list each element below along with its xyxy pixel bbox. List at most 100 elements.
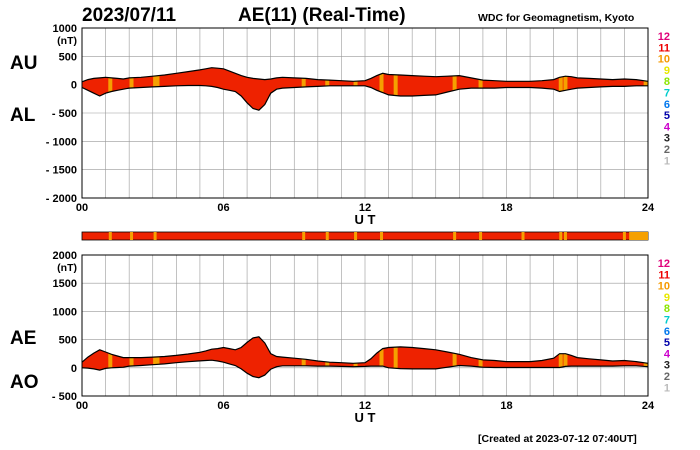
highlight-stripe xyxy=(108,336,113,378)
y-tick-label: 2000 xyxy=(53,250,77,262)
highlight-stripe xyxy=(379,336,384,378)
highlight-stripe xyxy=(155,336,160,378)
station-legend-entry: 10 xyxy=(658,54,670,66)
y-tick-label: - 500 xyxy=(52,108,77,120)
strip-highlight xyxy=(453,232,457,240)
strip-highlight xyxy=(479,232,483,240)
station-legend-entry: 9 xyxy=(664,292,670,304)
x-tick-label: 24 xyxy=(642,400,655,412)
y-tick-label: 1500 xyxy=(53,278,77,290)
series-label-al: AL xyxy=(10,105,36,126)
station-legend-entry: 3 xyxy=(664,360,670,372)
created-timestamp: [Created at 2023-07-12 07:40UT] xyxy=(478,433,637,445)
station-legend-entry: 4 xyxy=(664,121,671,133)
y-tick-label: 1000 xyxy=(53,23,77,35)
highlight-stripe xyxy=(558,336,563,378)
station-legend-entry: 7 xyxy=(664,88,670,100)
highlight-stripe xyxy=(393,336,398,378)
y-tick-label: 500 xyxy=(59,335,77,347)
highlight-stripe xyxy=(325,336,330,378)
strip-bar xyxy=(81,231,649,241)
station-legend-entry: 8 xyxy=(664,76,670,88)
panel-ae-ao xyxy=(81,254,649,397)
y-tick-label: 0 xyxy=(71,363,77,375)
highlight-stripe xyxy=(379,67,384,111)
station-legend-entry: 12 xyxy=(658,31,670,43)
station-legend-entry: 3 xyxy=(664,133,670,145)
y-tick-label: 1000 xyxy=(53,306,77,318)
x-tick-label: 06 xyxy=(217,400,229,412)
highlight-stripe xyxy=(108,67,113,111)
strip-highlight xyxy=(354,232,358,240)
strip-highlight xyxy=(130,232,134,240)
station-legend-entry: 2 xyxy=(664,144,670,156)
strip-highlight xyxy=(325,232,329,240)
line-ae xyxy=(81,336,649,364)
strip-highlight xyxy=(629,232,648,240)
line-ao xyxy=(81,359,649,379)
highlight-stripe xyxy=(478,336,483,378)
y-tick-label: - 1000 xyxy=(46,136,77,148)
highlight-stripe xyxy=(353,336,358,378)
strip-highlight xyxy=(521,232,525,240)
line-au xyxy=(81,67,649,83)
x-tick-label: 00 xyxy=(76,202,88,214)
highlight-stripe xyxy=(558,67,563,111)
y-tick-label: - 1500 xyxy=(46,165,77,177)
y-tick-label: - 2000 xyxy=(46,193,77,205)
line-al xyxy=(81,84,648,111)
x-tick-label: 18 xyxy=(500,400,512,412)
y-tick-label: 500 xyxy=(59,51,77,63)
highlight-stripe xyxy=(129,336,134,378)
station-legend-entry: 1 xyxy=(664,155,670,167)
station-legend-entry: 7 xyxy=(664,315,670,327)
highlight-stripe xyxy=(153,336,158,378)
series-label-ae: AE xyxy=(10,328,37,349)
station-legend-entry: 1 xyxy=(664,382,670,394)
x-tick-label: 00 xyxy=(76,400,88,412)
station-legend-entry: 11 xyxy=(658,42,670,54)
x-tick-label: 06 xyxy=(217,202,229,214)
x-tick-label: 12 xyxy=(359,400,371,412)
station-legend-entry: 12 xyxy=(658,258,670,270)
highlight-stripe xyxy=(301,336,306,378)
highlight-stripe xyxy=(563,336,568,378)
strip-highlight xyxy=(563,232,567,240)
station-strip xyxy=(81,231,649,241)
panel-au-al xyxy=(81,27,649,199)
station-legend-entry: 5 xyxy=(664,110,670,122)
strip-highlight xyxy=(302,232,306,240)
series-label-ao: AO xyxy=(10,372,39,393)
x-tick-label: 18 xyxy=(500,202,512,214)
station-legend-entry: 6 xyxy=(664,326,670,338)
chart-title: AE(11) (Real-Time) xyxy=(238,5,406,26)
x-axis-label: U T xyxy=(355,410,376,425)
station-legend-entry: 11 xyxy=(658,269,670,281)
strip-highlight xyxy=(108,232,112,240)
station-legend-entry: 6 xyxy=(664,99,670,111)
strip-highlight xyxy=(559,232,563,240)
x-axis-label: U T xyxy=(355,212,376,227)
station-legend-entry: 4 xyxy=(664,348,671,360)
y-tick-label: - 500 xyxy=(52,391,77,403)
strip-highlight xyxy=(380,232,384,240)
highlight-stripe xyxy=(563,67,568,111)
strip-highlight xyxy=(153,232,157,240)
highlight-stripe xyxy=(452,336,457,378)
data-source-label: WDC for Geomagnetism, Kyoto xyxy=(478,12,635,24)
highlight-stripe xyxy=(643,336,648,378)
highlight-stripe xyxy=(452,67,457,111)
highlight-stripe xyxy=(393,67,398,111)
station-legend-entry: 8 xyxy=(664,303,670,315)
x-tick-label: 24 xyxy=(642,202,655,214)
area-au-al xyxy=(82,67,648,111)
station-legend-entry: 5 xyxy=(664,337,670,349)
y-unit-label: (nT) xyxy=(57,262,77,274)
station-legend-entry: 2 xyxy=(664,371,670,383)
station-legend-entry: 10 xyxy=(658,281,670,293)
strip-highlight xyxy=(622,232,626,240)
y-unit-label: (nT) xyxy=(57,35,77,47)
x-tick-label: 12 xyxy=(359,202,371,214)
series-label-au: AU xyxy=(10,53,38,74)
